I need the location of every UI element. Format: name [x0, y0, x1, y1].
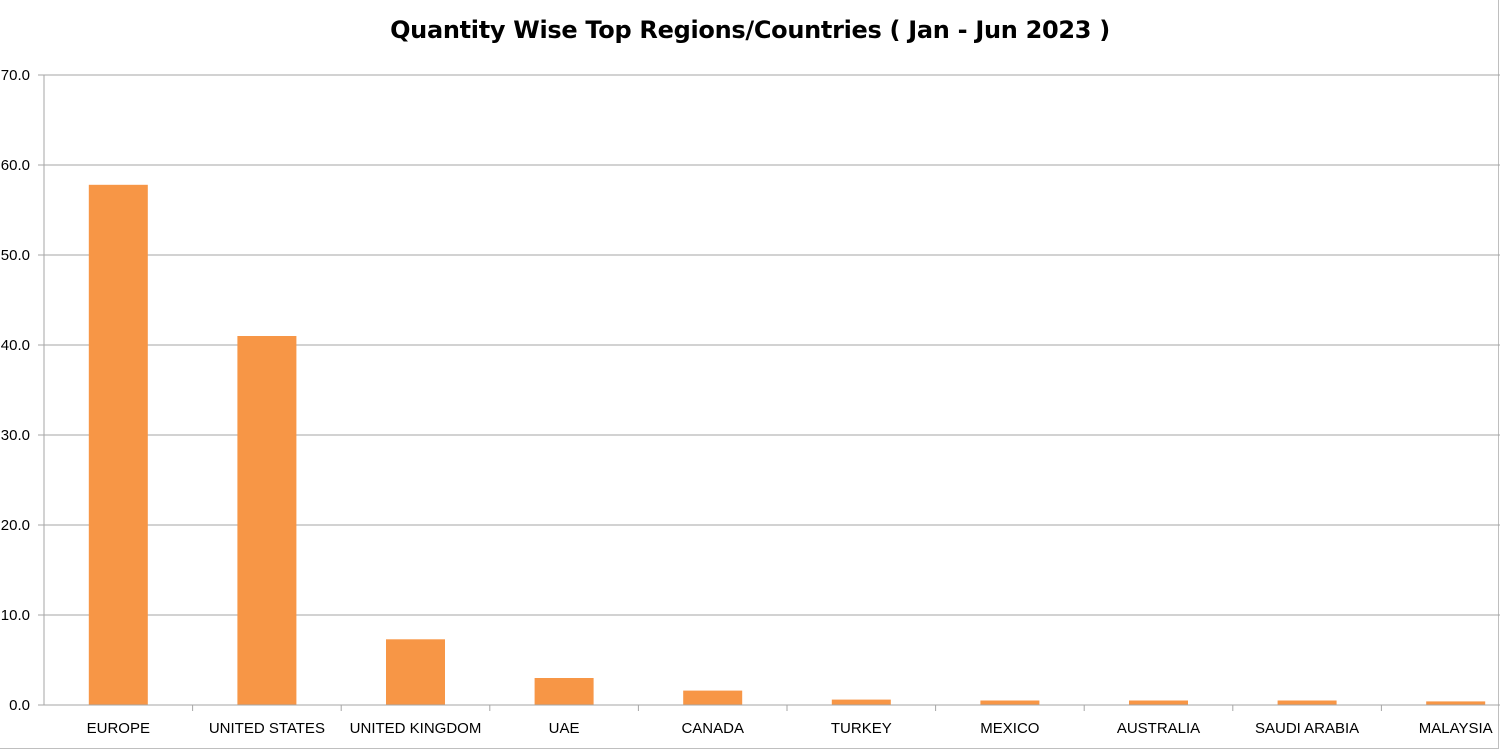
- y-tick-label: 0.0: [9, 697, 30, 714]
- x-category-label: CANADA: [681, 720, 744, 737]
- x-category-label: MEXICO: [980, 720, 1039, 737]
- y-tick-label: 50.0: [1, 247, 30, 264]
- bar: [683, 690, 743, 705]
- y-tick-label: 40.0: [1, 337, 30, 354]
- y-tick-label: 60.0: [1, 157, 30, 174]
- bar: [88, 184, 148, 706]
- y-tick-label: 70.0: [1, 67, 30, 84]
- y-tick-label: 20.0: [1, 517, 30, 534]
- chart-title: Quantity Wise Top Regions/Countries ( Ja…: [390, 16, 1110, 44]
- x-category-label: UAE: [549, 720, 580, 737]
- x-category-label: EUROPE: [87, 720, 150, 737]
- x-category-label: AUSTRALIA: [1117, 720, 1200, 737]
- x-axis-category-labels: EUROPE UNITED STATES UNITED KINGDOM UAE CANA…: [87, 720, 1493, 737]
- y-tick-label: 10.0: [1, 607, 30, 624]
- x-category-label: UNITED STATES: [209, 720, 325, 737]
- gridlines: [44, 74, 1500, 616]
- bar: [1277, 700, 1337, 705]
- axes: [38, 74, 1500, 711]
- x-category-label: MALAYSIA: [1419, 720, 1493, 737]
- bar: [237, 336, 297, 705]
- bar: [831, 699, 891, 705]
- bars: [88, 184, 1486, 706]
- bar: [980, 700, 1040, 705]
- bar: [1129, 700, 1188, 705]
- x-category-label: UNITED KINGDOM: [350, 720, 482, 737]
- bar: [386, 639, 445, 705]
- y-tick-label: 30.0: [1, 427, 30, 444]
- x-category-label: SAUDI ARABIA: [1255, 720, 1359, 737]
- bar: [534, 678, 594, 705]
- y-axis-tick-labels: 0.0 10.0 20.0 30.0 40.0 50.0 60.0 70.0: [1, 67, 30, 714]
- x-category-label: TURKEY: [831, 720, 892, 737]
- bar: [1426, 701, 1486, 705]
